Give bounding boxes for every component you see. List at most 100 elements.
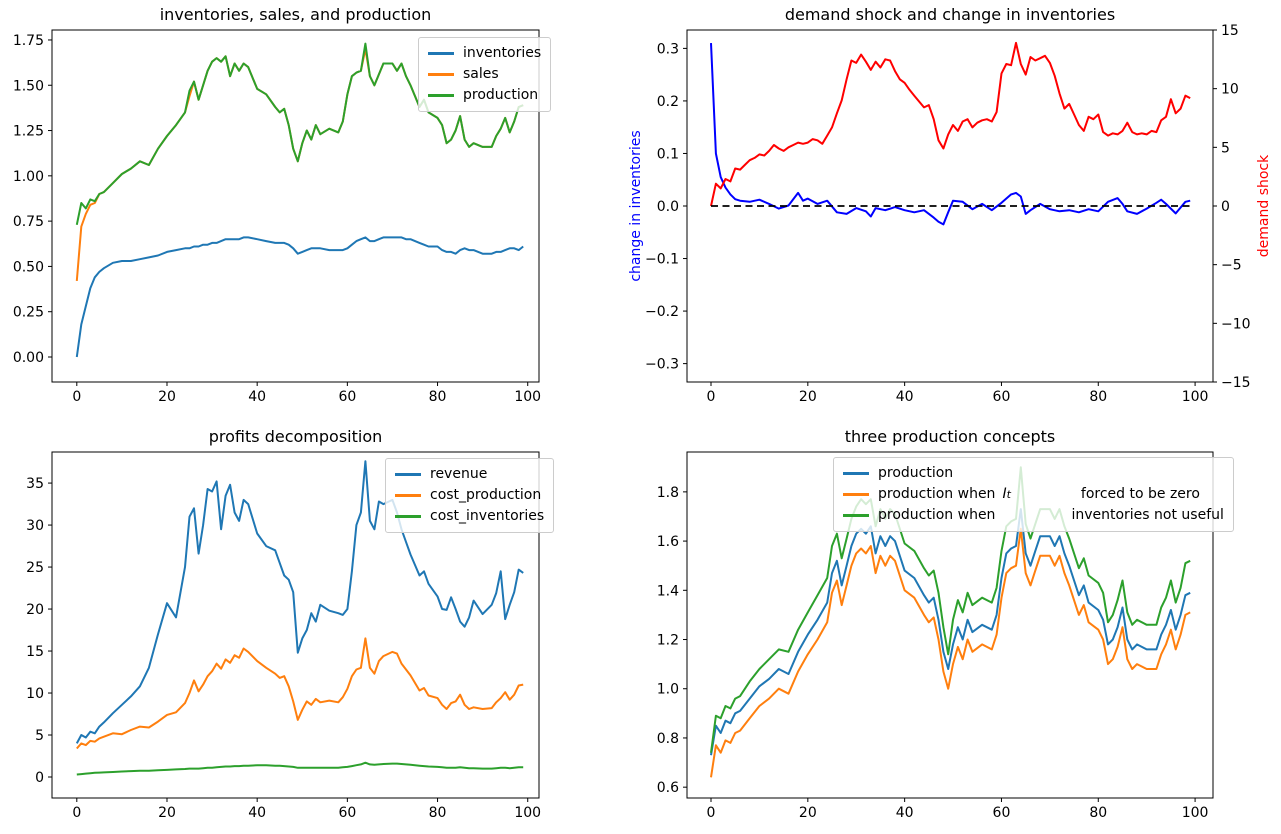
legend-item: sales bbox=[428, 64, 541, 85]
chart-title-demand-shock: demand shock and change in inventories bbox=[784, 5, 1116, 24]
plot-border bbox=[51, 29, 540, 383]
chart-title-three-production-concepts: three production concepts bbox=[844, 427, 1056, 446]
x-tick-label: 0 bbox=[72, 389, 81, 405]
legend-line-swatch bbox=[843, 493, 869, 496]
y-tick-label: −0.1 bbox=[645, 252, 679, 268]
x-tick-label: 40 bbox=[248, 389, 266, 405]
y-tick-label: 0.25 bbox=[13, 305, 44, 321]
legend-item: production when inventories not useful bbox=[843, 505, 1224, 526]
y-tick-label: 0.8 bbox=[657, 731, 679, 747]
y-tick-label: 0 bbox=[35, 770, 44, 786]
chart-title-inventories-sales-production: inventories, sales, and production bbox=[159, 5, 432, 24]
x-tick-label: 40 bbox=[248, 805, 266, 821]
x-tick-label: 40 bbox=[896, 389, 914, 405]
series-revenue bbox=[75, 460, 524, 744]
y-tick-label: 35 bbox=[26, 476, 44, 492]
legend-line-swatch bbox=[395, 494, 421, 497]
x-tick-label: 80 bbox=[1089, 805, 1107, 821]
x-tick-label: 20 bbox=[158, 805, 176, 821]
x-tick-label: 100 bbox=[514, 805, 541, 821]
plot-three-production-concepts: 0 20 40 60 80 100 0.6 0.8 1.0 1.2 1.4 1.6 1.8 bbox=[657, 451, 1214, 821]
series-change_in_inventories bbox=[710, 43, 1191, 226]
x-tick-label: 40 bbox=[896, 805, 914, 821]
x-tick-label: 80 bbox=[1089, 389, 1107, 405]
y-tick-label: 0.6 bbox=[657, 780, 679, 796]
x-tick-label: 100 bbox=[1182, 389, 1209, 405]
legend-label: cost_inventories bbox=[430, 508, 545, 524]
y-tick-label: 0.75 bbox=[13, 214, 44, 230]
y-tick-label: 0.00 bbox=[13, 350, 44, 366]
x-tick-label: 60 bbox=[338, 805, 356, 821]
y-tick-label: 0.50 bbox=[13, 259, 44, 275]
y-tick-label: 0.2 bbox=[657, 94, 679, 110]
x-tick-label: 0 bbox=[72, 805, 81, 821]
y-tick-right-label: −10 bbox=[1221, 316, 1251, 332]
x-tick-label: 20 bbox=[799, 805, 817, 821]
y-tick-label: −0.3 bbox=[645, 357, 679, 373]
y-axis-label-demand-shock: demand shock bbox=[1256, 154, 1272, 258]
plot-border bbox=[686, 451, 1214, 799]
x-tick-label: 0 bbox=[707, 805, 716, 821]
plot-profits-decomposition: 0 20 40 60 80 100 0 5 10 15 20 25 30 35 bbox=[26, 451, 541, 821]
y-tick-label: 1.8 bbox=[657, 485, 679, 501]
y-tick-label: 1.2 bbox=[657, 633, 679, 649]
y-tick-label: 0.0 bbox=[657, 199, 679, 215]
y-tick-right-label: 15 bbox=[1221, 23, 1239, 39]
legend-inventories-sales-production: inventories sales production bbox=[418, 37, 552, 112]
legend-label: production bbox=[463, 87, 539, 103]
legend-item: revenue bbox=[395, 464, 544, 485]
legend-line-swatch bbox=[428, 52, 454, 55]
legend-item: inventories bbox=[428, 43, 541, 64]
plot-inventories-sales-production: 0 20 40 60 80 100 0.00 0.25 0.50 0.75 1.00 1.25 1.50… bbox=[13, 29, 541, 405]
plot-demand-shock-change-in-inventories: 0 20 40 60 80 100−0.3−0.2−0.10.00.10.20.3−15−… bbox=[645, 23, 1251, 405]
y-tick-right-label: −5 bbox=[1221, 258, 1242, 274]
y-axis-label-change-in-inventories: change in inventories bbox=[628, 130, 644, 282]
legend-line-swatch bbox=[428, 94, 454, 97]
y-tick-right-label: 10 bbox=[1221, 82, 1239, 98]
series-production_when_inventories_not_useful bbox=[710, 466, 1191, 753]
y-tick-label: 1.4 bbox=[657, 583, 679, 599]
y-tick-label: 0.1 bbox=[657, 146, 679, 162]
legend-line-swatch bbox=[428, 73, 454, 76]
y-tick-label: 10 bbox=[26, 686, 44, 702]
y-tick-label: 25 bbox=[26, 560, 44, 576]
legend-label: inventories not useful bbox=[1071, 507, 1224, 523]
y-tick-label: 15 bbox=[26, 644, 44, 660]
series-production bbox=[75, 42, 524, 226]
legend-math-subscript: t bbox=[1006, 488, 1011, 501]
legend-label: cost_production bbox=[430, 487, 542, 503]
plot-border bbox=[51, 451, 540, 799]
series-inventories bbox=[75, 236, 524, 358]
x-tick-label: 80 bbox=[429, 805, 447, 821]
legend-label: sales bbox=[463, 66, 499, 82]
legend-math-symbol: I bbox=[1002, 486, 1007, 502]
y-tick-right-label: 0 bbox=[1221, 199, 1230, 215]
x-tick-label: 80 bbox=[429, 389, 447, 405]
legend-line-swatch bbox=[395, 473, 421, 476]
series-cost_inventories bbox=[76, 761, 524, 776]
y-tick-label: 1.6 bbox=[657, 534, 679, 550]
legend-label: revenue bbox=[430, 466, 488, 482]
y-tick-label: 5 bbox=[35, 728, 44, 744]
x-tick-label: 60 bbox=[338, 389, 356, 405]
y-tick-label: 30 bbox=[26, 518, 44, 534]
y-tick-right-label: 5 bbox=[1221, 140, 1230, 156]
legend-line-swatch bbox=[843, 514, 869, 517]
legend-item: production bbox=[843, 463, 1224, 484]
y-tick-label: 1.75 bbox=[13, 33, 44, 49]
legend-item: cost_inventories bbox=[395, 506, 544, 527]
chart-title-profits-decomposition: profits decomposition bbox=[208, 427, 383, 446]
legend-label: production when bbox=[878, 507, 996, 523]
y-tick-label: 1.0 bbox=[657, 682, 679, 698]
series-cost_production bbox=[76, 637, 524, 750]
legend-line-swatch bbox=[395, 515, 421, 518]
legend-item: cost_production bbox=[395, 485, 544, 506]
x-tick-label: 20 bbox=[799, 389, 817, 405]
legend-label: production when bbox=[878, 486, 996, 502]
legend-line-swatch bbox=[843, 472, 869, 475]
legend-item: production bbox=[428, 85, 541, 106]
x-tick-label: 100 bbox=[514, 389, 541, 405]
